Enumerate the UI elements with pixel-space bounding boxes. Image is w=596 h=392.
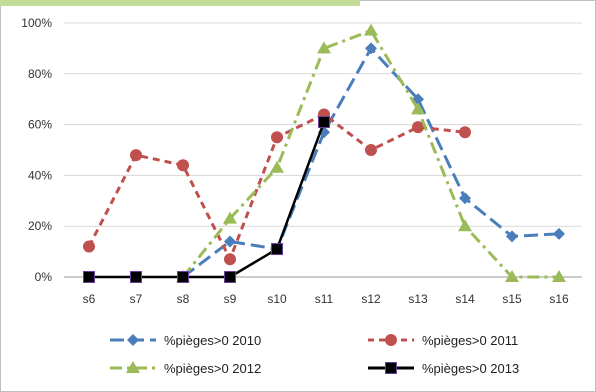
series--pi-ges-0-2011	[83, 108, 471, 266]
x-tick-s13: s13	[408, 292, 428, 306]
x-tick-s14: s14	[455, 292, 475, 306]
point--pi-ges-0-2011-s9	[224, 253, 236, 266]
point--pi-ges-0-2012-s11	[317, 41, 331, 54]
series-line--pi-ges-0-2013	[89, 121, 326, 279]
x-tick-s15: s15	[502, 292, 522, 306]
point--pi-ges-0-2011-s12	[365, 144, 377, 156]
y-tick-0: 0%	[35, 270, 53, 284]
point--pi-ges-0-2012-s14	[458, 219, 472, 232]
legend-item-2010: %pièges>0 2010	[110, 333, 261, 348]
x-tick-s11: s11	[315, 292, 334, 306]
x-tick-s16: s16	[549, 292, 569, 306]
point--pi-ges-0-2011-s10	[271, 131, 283, 144]
x-tick-s12: s12	[361, 292, 381, 306]
point--pi-ges-0-2012-s9	[223, 211, 237, 224]
y-axis-tick-labels: 0% 20% 40% 60% 80% 100%	[21, 16, 52, 284]
point--pi-ges-0-2011-s14	[459, 126, 471, 139]
point--pi-ges-0-2013-s6	[83, 271, 95, 283]
header-strip	[0, 0, 360, 6]
legend-marker--pi-ges-0-2011	[385, 334, 397, 346]
point--pi-ges-0-2012-s10	[270, 160, 284, 173]
legend-label-2013: %pièges>0 2013	[422, 361, 519, 376]
point--pi-ges-0-2013-s7	[130, 271, 142, 283]
point--pi-ges-0-2012-s13	[411, 102, 425, 115]
point--pi-ges-0-2010-s15	[506, 230, 518, 243]
point--pi-ges-0-2011-s6	[83, 240, 95, 253]
legend-item-2011: %pièges>0 2011	[368, 333, 518, 348]
point--pi-ges-0-2012-s15	[505, 270, 519, 282]
grid-lines	[64, 22, 582, 278]
legend-marker--pi-ges-0-2010	[127, 334, 139, 346]
legend: %pièges>0 2010 %pièges>0 2011 %pièges>0 …	[110, 333, 519, 376]
point--pi-ges-0-2010-s12	[365, 42, 377, 55]
point--pi-ges-0-2013-s10	[271, 243, 283, 256]
legend-sample-2013	[368, 362, 414, 374]
y-tick-20: 20%	[28, 219, 52, 233]
y-tick-100: 100%	[21, 16, 52, 30]
y-tick-40: 40%	[28, 168, 52, 182]
legend-item-2012: %pièges>0 2012	[110, 361, 261, 376]
legend-marker--pi-ges-0-2012	[126, 361, 140, 373]
series-line--pi-ges-0-2012	[181, 28, 559, 279]
legend-label-2012: %pièges>0 2012	[164, 361, 261, 376]
x-tick-s6: s6	[83, 292, 96, 306]
legend-label-2010: %pièges>0 2010	[164, 333, 261, 348]
legend-marker--pi-ges-0-2013	[385, 362, 397, 374]
point--pi-ges-0-2010-s14	[459, 192, 471, 205]
series-layer	[83, 23, 566, 283]
series-line--pi-ges-0-2010	[182, 45, 560, 279]
point--pi-ges-0-2012-s16	[552, 270, 566, 282]
series--pi-ges-0-2012	[176, 23, 566, 282]
x-tick-s9: s9	[224, 292, 237, 306]
x-axis-tick-labels: s6 s7 s8 s9 s10 s11 s12 s13 s14 s15 s16	[83, 292, 569, 306]
legend-label-2011: %pièges>0 2011	[422, 333, 518, 348]
point--pi-ges-0-2011-s7	[130, 149, 142, 162]
x-tick-s8: s8	[177, 292, 190, 306]
legend-item-2013: %pièges>0 2013	[368, 361, 519, 376]
point--pi-ges-0-2013-s8	[177, 271, 189, 283]
point--pi-ges-0-2013-s9	[224, 271, 236, 283]
point--pi-ges-0-2012-s12	[364, 23, 378, 36]
point--pi-ges-0-2010-s16	[553, 227, 565, 240]
y-tick-80: 80%	[28, 67, 52, 81]
legend-sample-2010	[110, 334, 156, 346]
legend-sample-2012	[110, 361, 156, 373]
point--pi-ges-0-2011-s8	[177, 159, 189, 172]
x-tick-s7: s7	[130, 292, 143, 306]
y-tick-60: 60%	[28, 118, 52, 132]
point--pi-ges-0-2010-s9	[224, 235, 236, 248]
series--pi-ges-0-2013	[83, 116, 330, 283]
x-tick-s10: s10	[267, 292, 287, 306]
point--pi-ges-0-2011-s13	[412, 121, 424, 134]
legend-sample-2011	[368, 334, 414, 346]
point--pi-ges-0-2013-s11	[318, 116, 330, 129]
